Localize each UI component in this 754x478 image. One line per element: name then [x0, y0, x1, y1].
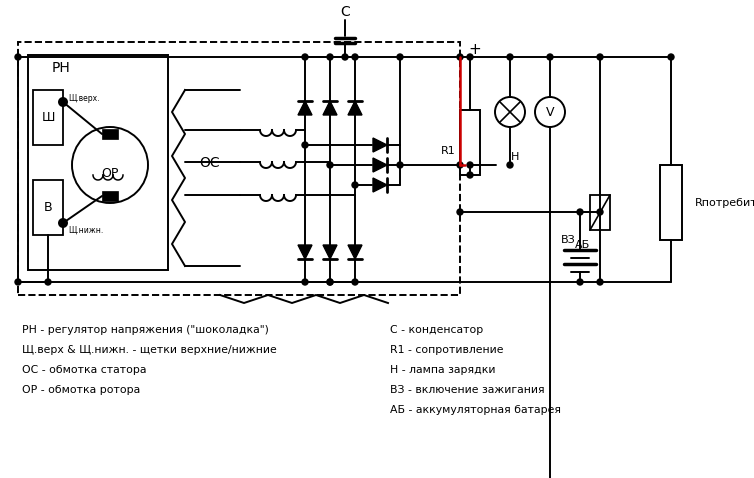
Text: R1 - сопротивление: R1 - сопротивление [390, 345, 504, 355]
Circle shape [60, 220, 66, 226]
Circle shape [597, 279, 603, 285]
Text: ВЗ: ВЗ [561, 235, 575, 245]
Circle shape [327, 279, 333, 285]
Circle shape [597, 54, 603, 60]
Text: Ш: Ш [41, 111, 55, 124]
Circle shape [507, 162, 513, 168]
Circle shape [547, 54, 553, 60]
Bar [102, 191, 118, 201]
Circle shape [327, 54, 333, 60]
Bar [18, 42, 460, 295]
Circle shape [352, 279, 358, 285]
Circle shape [457, 54, 463, 60]
Circle shape [597, 209, 603, 215]
Text: ОР - обмотка ротора: ОР - обмотка ротора [22, 385, 140, 395]
Circle shape [467, 54, 473, 60]
Circle shape [507, 54, 513, 60]
Circle shape [342, 54, 348, 60]
Text: Rпотребители: Rпотребители [695, 197, 754, 207]
Circle shape [302, 54, 308, 60]
Circle shape [15, 279, 21, 285]
Circle shape [15, 54, 21, 60]
Circle shape [668, 54, 674, 60]
Text: АБ - аккумуляторная батарея: АБ - аккумуляторная батарея [390, 405, 561, 415]
Text: +: + [469, 42, 481, 56]
Polygon shape [348, 245, 362, 259]
Text: Н - лампа зарядки: Н - лампа зарядки [390, 365, 495, 375]
Circle shape [302, 142, 308, 148]
Circle shape [352, 182, 358, 188]
Circle shape [327, 162, 333, 168]
Text: ОР: ОР [101, 166, 118, 180]
Polygon shape [298, 101, 312, 115]
Polygon shape [348, 101, 362, 115]
Polygon shape [373, 138, 387, 152]
Circle shape [45, 279, 51, 285]
Text: В: В [44, 201, 52, 214]
Text: Щ.нижн.: Щ.нижн. [68, 226, 103, 235]
Circle shape [577, 279, 583, 285]
Bar [33, 90, 63, 145]
Text: Щ.верх & Щ.нижн. - щетки верхние/нижние: Щ.верх & Щ.нижн. - щетки верхние/нижние [22, 345, 277, 355]
Text: С: С [340, 5, 350, 19]
Circle shape [467, 172, 473, 178]
Polygon shape [323, 245, 337, 259]
Circle shape [302, 279, 308, 285]
Text: РН - регулятор напряжения ("шоколадка"): РН - регулятор напряжения ("шоколадка") [22, 325, 269, 335]
Bar [660, 165, 682, 240]
Text: V: V [546, 106, 554, 119]
Circle shape [577, 209, 583, 215]
Bar [460, 110, 480, 175]
Polygon shape [298, 245, 312, 259]
Circle shape [397, 54, 403, 60]
Polygon shape [373, 178, 387, 192]
Text: С - конденсатор: С - конденсатор [390, 325, 483, 335]
Text: ОС: ОС [200, 156, 220, 170]
Circle shape [60, 99, 66, 105]
Bar [33, 180, 63, 235]
Circle shape [352, 54, 358, 60]
Bar [590, 195, 610, 230]
Circle shape [457, 209, 463, 215]
Circle shape [397, 162, 403, 168]
Polygon shape [373, 158, 387, 172]
Circle shape [467, 162, 473, 168]
Text: R1: R1 [441, 145, 456, 155]
Text: ОС - обмотка статора: ОС - обмотка статора [22, 365, 146, 375]
Circle shape [327, 279, 333, 285]
Text: ВЗ - включение зажигания: ВЗ - включение зажигания [390, 385, 544, 395]
Text: Щ.верх.: Щ.верх. [68, 94, 100, 102]
Bar [28, 55, 168, 270]
Circle shape [457, 162, 463, 168]
Bar [102, 129, 118, 139]
Polygon shape [323, 101, 337, 115]
Text: Н: Н [510, 152, 520, 162]
Text: РН: РН [52, 61, 71, 75]
Text: АБ: АБ [575, 240, 590, 250]
